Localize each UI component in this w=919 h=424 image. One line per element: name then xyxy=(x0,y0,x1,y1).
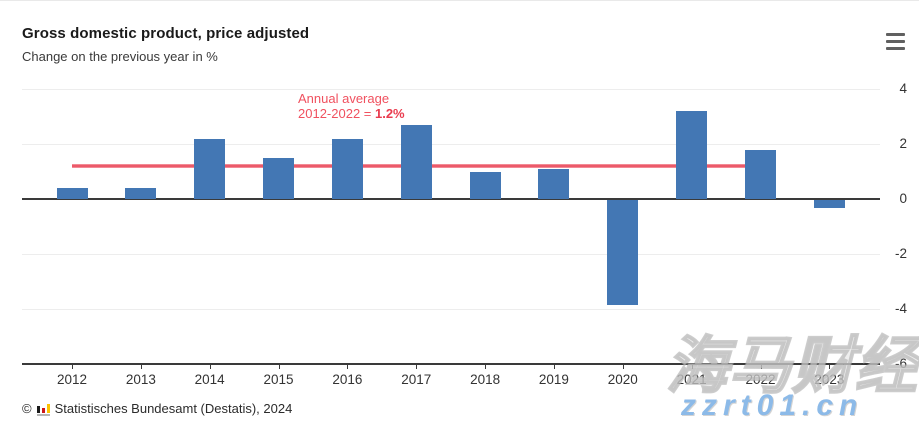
gridline xyxy=(22,309,880,310)
x-axis-tick xyxy=(72,364,73,369)
bar-2022[interactable] xyxy=(745,149,776,199)
x-tick-label-2022: 2022 xyxy=(745,372,776,387)
source-line: © Statistisches Bundesamt (Destatis), 20… xyxy=(22,399,292,417)
page-title: Gross domestic product, price adjusted xyxy=(22,25,310,42)
chart-subtitle: Change on the previous year in % xyxy=(22,49,218,64)
x-axis-tick xyxy=(485,364,487,369)
x-tick-label-2018: 2018 xyxy=(470,372,501,387)
x-axis-tick xyxy=(278,364,280,369)
x-axis-tick xyxy=(140,364,142,369)
bar-2013[interactable] xyxy=(125,188,157,199)
x-tick-label-2023: 2023 xyxy=(814,372,845,387)
x-axis-tick xyxy=(209,364,211,369)
bar-2014[interactable] xyxy=(194,138,226,199)
average-annotation: Annual average 2012-2022 = 1.2% xyxy=(298,91,405,121)
gridline xyxy=(22,89,880,90)
x-axis-tick xyxy=(416,364,418,369)
average-annotation-line2: 2012-2022 = 1.2% xyxy=(298,106,405,121)
x-tick-label-2013: 2013 xyxy=(125,372,156,387)
x-axis-tick xyxy=(347,364,349,369)
bar-2019[interactable] xyxy=(538,168,570,199)
source-text: Statistisches Bundesamt (Destatis), 2024 xyxy=(54,400,293,416)
x-axis-line xyxy=(22,363,880,365)
hamburger-menu-icon xyxy=(886,40,905,43)
destatis-mini-bar-chart-icon xyxy=(36,401,50,416)
x-tick-label-2012: 2012 xyxy=(56,372,88,387)
x-axis-tick xyxy=(553,364,555,369)
x-tick-label-2016: 2016 xyxy=(332,372,363,387)
x-axis-tick xyxy=(829,364,831,369)
zero-line xyxy=(22,198,880,200)
x-axis-tick xyxy=(760,364,762,369)
bar-2023[interactable] xyxy=(813,200,845,209)
x-tick-label-2017: 2017 xyxy=(401,372,432,387)
bar-2012[interactable] xyxy=(56,188,88,199)
bar-2015[interactable] xyxy=(263,157,295,199)
x-axis-tick xyxy=(622,364,624,369)
y-tick-label: -2 xyxy=(894,246,907,261)
bar-2018[interactable] xyxy=(469,171,501,199)
bar-2020[interactable] xyxy=(607,200,639,305)
y-tick-label: 0 xyxy=(899,191,907,206)
gridline xyxy=(22,144,880,145)
gridline xyxy=(22,254,880,255)
x-tick-label-2020: 2020 xyxy=(607,372,638,387)
x-tick-label-2014: 2014 xyxy=(194,372,225,387)
chart-menu-button[interactable] xyxy=(886,33,906,50)
x-tick-label-2019: 2019 xyxy=(538,372,569,387)
hamburger-menu-icon xyxy=(886,33,905,36)
y-tick-label: 2 xyxy=(899,136,907,151)
y-tick-label: 4 xyxy=(899,81,907,96)
average-annotation-line1: Annual average xyxy=(298,91,390,106)
bar-2017[interactable] xyxy=(400,124,432,199)
x-tick-label-2015: 2015 xyxy=(263,372,294,387)
y-tick-label: -4 xyxy=(894,301,907,316)
y-tick-label: -6 xyxy=(894,356,907,371)
bar-2021[interactable] xyxy=(676,111,708,199)
copyright-symbol: © xyxy=(22,400,32,416)
x-tick-label-2021: 2021 xyxy=(676,372,707,387)
average-value: 1.2% xyxy=(374,106,405,121)
x-axis-tick xyxy=(691,364,693,369)
hamburger-menu-icon xyxy=(886,47,905,50)
bar-2016[interactable] xyxy=(331,138,363,199)
